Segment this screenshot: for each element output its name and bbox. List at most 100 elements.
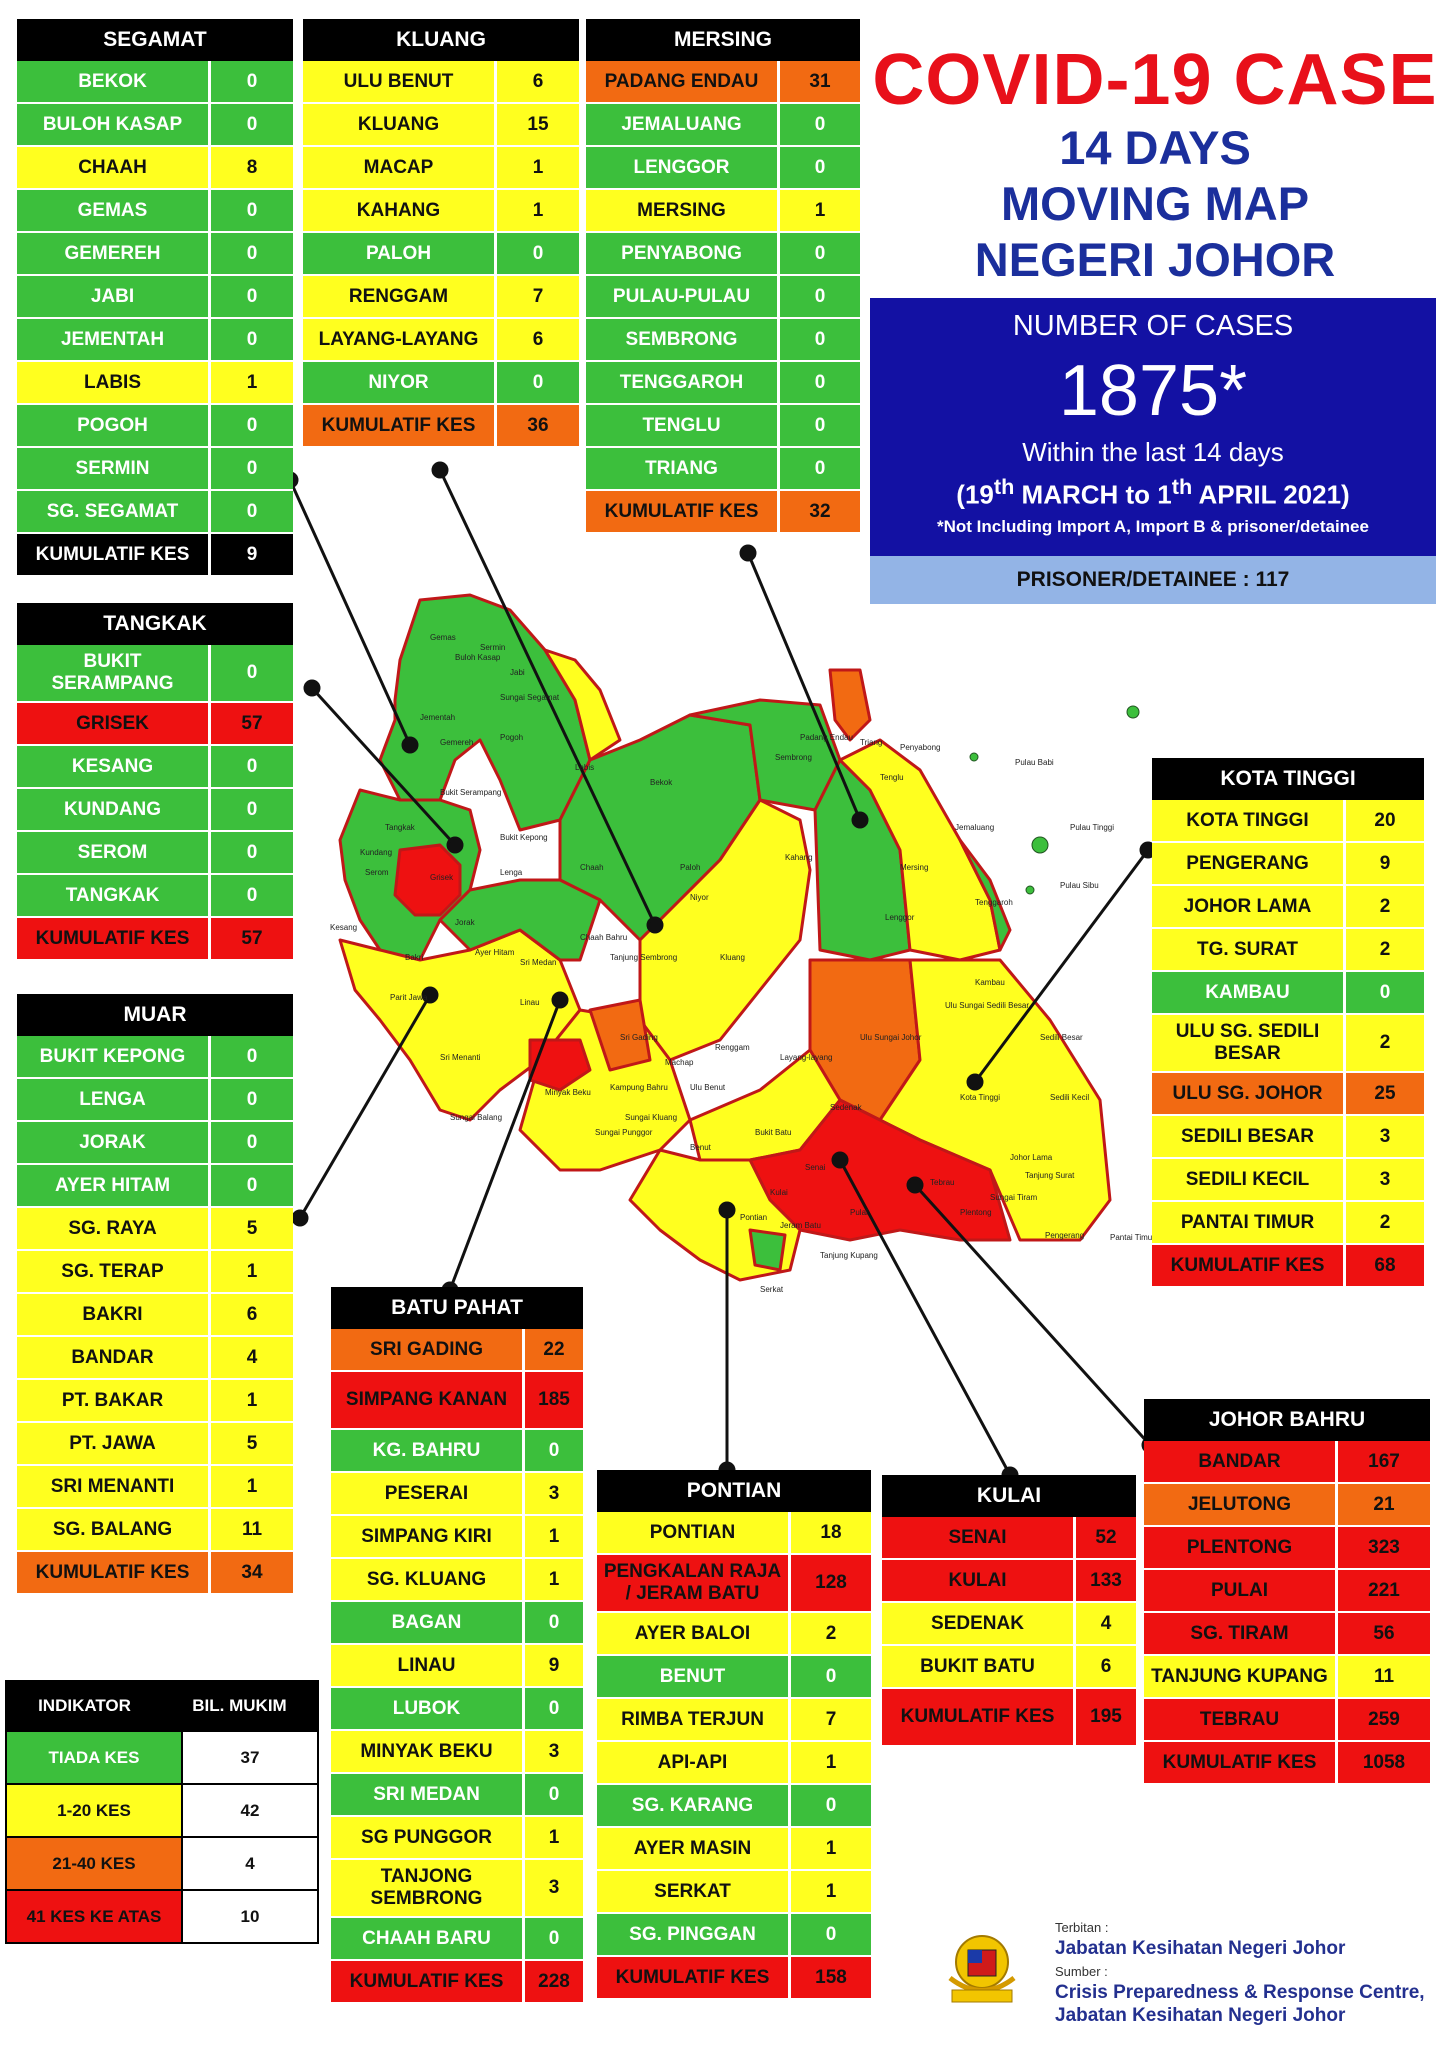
- map-place-label: Kahang: [785, 853, 813, 862]
- map-region-johor-bahru: [748, 1098, 1012, 1242]
- mukim-cases: 1: [791, 1742, 871, 1783]
- mukim-cases: 20: [1346, 800, 1424, 841]
- mukim-name: KULAI: [882, 1560, 1076, 1601]
- map-place-label: Bukit Kepong: [500, 833, 548, 842]
- mukim-name: KUMULATIF KES: [17, 1552, 211, 1593]
- mukim-cases: 0: [791, 1656, 871, 1697]
- cases-number: 1875*: [1058, 351, 1248, 431]
- mukim-name: BUKIT SERAMPANG: [17, 645, 211, 701]
- mukim-name: KUNDANG: [17, 789, 211, 830]
- legend-header-indikator: INDIKATOR: [38, 1696, 131, 1715]
- mukim-row: JABI 0: [17, 276, 293, 319]
- mukim-row: SERKAT 1: [597, 1871, 871, 1914]
- map-place-label: Minyak Beku: [545, 1088, 591, 1097]
- mukim-row: KULAI 133: [882, 1560, 1136, 1603]
- mukim-cases: 68: [1346, 1245, 1424, 1286]
- mukim-name: TRIANG: [586, 448, 780, 489]
- mukim-name: SG. RAYA: [17, 1208, 211, 1249]
- mukim-row: PENGKALAN RAJA / JERAM BATU 128: [597, 1555, 871, 1613]
- mukim-cases: 0: [780, 147, 860, 188]
- mukim-cases: 2: [1346, 1015, 1424, 1071]
- mukim-row: ULU SG. JOHOR 25: [1152, 1073, 1424, 1116]
- mukim-row: RIMBA TERJUN 7: [597, 1699, 871, 1742]
- map-place-label: Jemaluang: [955, 823, 994, 832]
- mukim-row: JOHOR LAMA 2: [1152, 886, 1424, 929]
- map-island: [1031, 836, 1049, 854]
- map-place-label: Sungai Balang: [450, 1113, 502, 1122]
- mukim-row: SIMPANG KANAN 185: [331, 1372, 583, 1430]
- mukim-row: KUMULATIF KES 228: [331, 1961, 583, 2004]
- mukim-cases: 0: [780, 319, 860, 360]
- map-place-label: Sedenak: [830, 1103, 863, 1112]
- mukim-row: TENGGAROH 0: [586, 362, 860, 405]
- map-place-label: Pantai Timur: [1110, 1233, 1155, 1242]
- page-title: COVID-19 CASE: [872, 40, 1438, 120]
- map-island: [969, 752, 979, 762]
- map-place-label: Jabi: [510, 668, 525, 677]
- map-place-label: Serom: [365, 868, 389, 877]
- mukim-row: KG. BAHRU 0: [331, 1430, 583, 1473]
- mukim-row: TEBRAU 259: [1144, 1699, 1430, 1742]
- mukim-row: SIMPANG KIRI 1: [331, 1516, 583, 1559]
- map-place-label: Sungai Segamat: [500, 693, 560, 702]
- mukim-name: API-API: [597, 1742, 791, 1783]
- district-header: KULAI: [882, 1475, 1136, 1517]
- map-region-grisek: [393, 843, 462, 917]
- district-table-pontian: PONTIAN PONTIAN 18 PENGKALAN RAJA / JERAM B…: [597, 1470, 871, 2000]
- mukim-row: LAYANG-LAYANG 6: [303, 319, 579, 362]
- mukim-cases: 0: [780, 104, 860, 145]
- mukim-row: JELUTONG 21: [1144, 1484, 1430, 1527]
- mukim-row: KUMULATIF KES 34: [17, 1552, 293, 1595]
- mukim-name: MERSING: [586, 190, 780, 231]
- mukim-name: PONTIAN: [597, 1512, 791, 1553]
- mukim-row: KLUANG 15: [303, 104, 579, 147]
- mukim-cases: 56: [1338, 1613, 1430, 1654]
- mukim-name: SG. KARANG: [597, 1785, 791, 1826]
- map-place-label: Machap: [665, 1058, 694, 1067]
- mukim-name: BUKIT KEPONG: [17, 1036, 211, 1077]
- mukim-name: GEMEREH: [17, 233, 211, 274]
- mukim-row: TANJUNG KUPANG 11: [1144, 1656, 1430, 1699]
- mukim-name: GEMAS: [17, 190, 211, 231]
- map-place-label: Chaah Bahru: [580, 933, 627, 942]
- mukim-row: KOTA TINGGI 20: [1152, 800, 1424, 843]
- mukim-cases: 0: [211, 61, 293, 102]
- mukim-cases: 5: [211, 1208, 293, 1249]
- map-place-label: Chaah: [580, 863, 604, 872]
- mukim-name: SRI MEDAN: [331, 1774, 525, 1815]
- mukim-row: SG. PINGGAN 0: [597, 1914, 871, 1957]
- mukim-cases: 0: [211, 789, 293, 830]
- mukim-cases: 52: [1076, 1517, 1136, 1558]
- mukim-cases: 0: [780, 448, 860, 489]
- leader-line-muar: [298, 994, 432, 1219]
- mukim-name: LINAU: [331, 1645, 525, 1686]
- mukim-row: CHAAH BARU 0: [331, 1918, 583, 1961]
- footer-terbitan: Jabatan Kesihatan Negeri Johor: [1055, 1938, 1346, 1959]
- mukim-name: SRI MENANTI: [17, 1466, 211, 1507]
- map-place-label: Sungai Kluang: [625, 1113, 677, 1122]
- cases-note: *Not Including Import A, Import B & pris…: [937, 516, 1369, 536]
- legend-row: 41 KES KE ATAS 10: [7, 1889, 317, 1942]
- mukim-name: PULAU-PULAU: [586, 276, 780, 317]
- map-place-label: Bekok: [650, 778, 673, 787]
- mukim-name: BEKOK: [17, 61, 211, 102]
- mukim-name: RIMBA TERJUN: [597, 1699, 791, 1740]
- map-place-label: Tenggaroh: [975, 898, 1013, 907]
- mukim-row: GEMAS 0: [17, 190, 293, 233]
- map-place-label: Kota Tinggi: [960, 1093, 1000, 1102]
- mukim-row: LUBOK 0: [331, 1688, 583, 1731]
- map-region-segamat: [378, 593, 592, 832]
- mukim-row: KUNDANG 0: [17, 789, 293, 832]
- district-table-segamat: SEGAMAT BEKOK 0 BULOH KASAP 0 CHAAH 8 GEMAS 0 GEM…: [17, 19, 293, 577]
- mukim-row: KAMBAU 0: [1152, 972, 1424, 1015]
- map-region-padang-endau: [828, 668, 872, 742]
- map-region-labis: [543, 648, 622, 762]
- mukim-cases: 4: [211, 1337, 293, 1378]
- map-region-muar: [338, 928, 582, 1122]
- leader-line-segamat: [288, 479, 412, 746]
- mukim-cases: 0: [211, 190, 293, 231]
- mukim-name: JABI: [17, 276, 211, 317]
- mukim-row: PENGERANG 9: [1152, 843, 1424, 886]
- mukim-name: KUMULATIF KES: [303, 405, 497, 446]
- mukim-name: JELUTONG: [1144, 1484, 1338, 1525]
